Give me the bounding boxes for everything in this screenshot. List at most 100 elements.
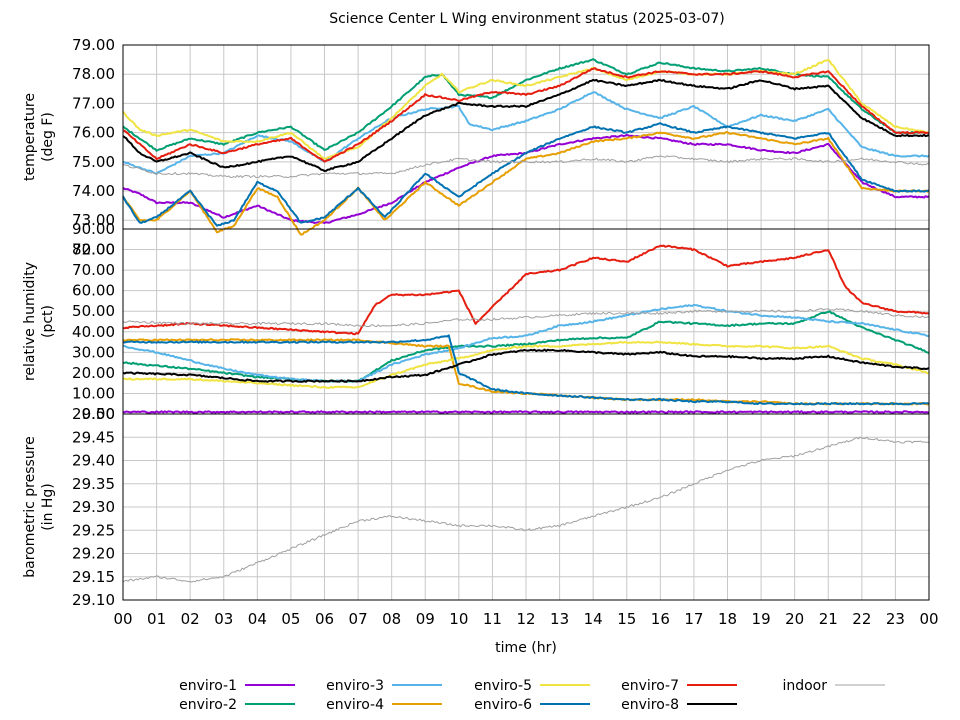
x-tick-label: 18 <box>718 610 737 628</box>
y-tick-label: 29.20 <box>72 545 115 563</box>
x-tick-label: 10 <box>449 610 468 628</box>
legend-item-enviro-7: enviro-7 <box>621 678 737 694</box>
x-tick-label: 12 <box>516 610 535 628</box>
y-tick-label: 72.00 <box>72 240 115 258</box>
series-line-indoor <box>122 308 930 328</box>
x-tick-label: 16 <box>651 610 670 628</box>
y-tick-label: 80.00 <box>72 241 115 259</box>
y-axis-label: relative humidity <box>22 262 38 381</box>
series-line-enviro-7 <box>122 244 930 336</box>
x-tick-label: 02 <box>181 610 200 628</box>
y-tick-label: 29.25 <box>72 521 115 539</box>
x-tick-label: 04 <box>248 610 267 628</box>
x-tick-label: 17 <box>684 610 703 628</box>
y-axis-unit-label: (pct) <box>40 305 56 338</box>
y-tick-label: 29.40 <box>72 452 115 470</box>
panel-pressure: 29.10 29.15 29.20 29.25 29.30 29.35 29.40 29.45… <box>22 405 930 609</box>
y-axis-label: temperature <box>22 93 38 181</box>
legend-label: enviro-7 <box>621 678 679 694</box>
y-tick-label: 77.00 <box>72 94 115 112</box>
y-tick-label: 74.00 <box>72 182 115 200</box>
y-tick-label: 10.00 <box>72 384 115 402</box>
y-axis-unit-label: (deg F) <box>40 112 56 162</box>
legend-label: indoor <box>782 678 827 694</box>
y-tick-label: 75.00 <box>72 153 115 171</box>
legend-label: enviro-4 <box>326 697 384 713</box>
series-line-indoor <box>122 436 930 583</box>
legend-item-enviro-8: enviro-8 <box>621 697 737 713</box>
legend-label: enviro-3 <box>326 678 384 694</box>
legend-item-enviro-3: enviro-3 <box>326 678 442 694</box>
chart-title: Science Center L Wing environment status… <box>329 11 725 27</box>
y-tick-label: 29.35 <box>72 475 115 493</box>
y-tick-label: 70.00 <box>72 261 115 279</box>
series-line-indoor <box>122 155 930 178</box>
legend-label: enviro-6 <box>474 697 532 713</box>
legend-item-enviro-5: enviro-5 <box>474 678 590 694</box>
x-tick-label: 13 <box>550 610 569 628</box>
series-line-enviro-8 <box>122 348 930 383</box>
y-tick-label: 79.00 <box>72 36 115 54</box>
x-tick-label: 03 <box>214 610 233 628</box>
legend-label: enviro-5 <box>474 678 532 694</box>
series-line-enviro-5 <box>122 340 930 389</box>
x-tick-label: 00 <box>919 610 938 628</box>
legend-label: enviro-1 <box>179 678 237 694</box>
x-tick-label: 07 <box>349 610 368 628</box>
y-tick-label: 30.00 <box>72 343 115 361</box>
y-tick-label: 90.00 <box>72 220 115 238</box>
legend-item-enviro-2: enviro-2 <box>179 697 295 713</box>
y-tick-label: 20.00 <box>72 364 115 382</box>
x-tick-label: 23 <box>886 610 905 628</box>
legend-label: enviro-2 <box>179 697 237 713</box>
x-tick-label: 19 <box>752 610 771 628</box>
x-tick-label: 01 <box>147 610 166 628</box>
x-tick-label: 09 <box>416 610 435 628</box>
x-tick-label: 15 <box>617 610 636 628</box>
legend-item-enviro-6: enviro-6 <box>474 697 590 713</box>
x-tick-label: 14 <box>584 610 603 628</box>
x-tick-label: 08 <box>382 610 401 628</box>
panel-border <box>122 413 930 601</box>
series-line-enviro-2 <box>122 310 930 383</box>
chart-panels: 72.00 73.00 74.00 75.00 76.00 77.00 78.00 79.00… <box>22 36 939 628</box>
y-tick-label: 29.30 <box>72 498 115 516</box>
y-axis-label: barometric pressure <box>22 436 38 577</box>
y-tick-label: 40.00 <box>72 323 115 341</box>
x-tick-label: 05 <box>281 610 300 628</box>
series-line-enviro-5 <box>122 58 930 160</box>
legend-item-enviro-1: enviro-1 <box>179 678 295 694</box>
y-tick-label: 29.45 <box>72 428 115 446</box>
y-tick-label: 29.10 <box>72 591 115 609</box>
x-axis-ticks: 00 01 02 03 04 05 06 07 08 09 10 11 12 13 14 15 16 17 18 19… <box>113 610 938 628</box>
y-tick-label: 76.00 <box>72 124 115 142</box>
panel-humidity: 0.00 10.00 20.00 30.00 40.00 50.00 60.00 70.00 8… <box>22 220 930 423</box>
y-axis-unit-label: (in Hg) <box>40 483 56 531</box>
x-tick-label: 20 <box>785 610 804 628</box>
y-tick-label: 73.00 <box>72 211 115 229</box>
series-line-enviro-8 <box>122 78 930 172</box>
series-line-enviro-4 <box>122 131 930 236</box>
x-tick-label: 00 <box>113 610 132 628</box>
y-tick-label: 60.00 <box>72 282 115 300</box>
series-line-enviro-6 <box>122 122 930 227</box>
legend-label: enviro-8 <box>621 697 679 713</box>
x-tick-label: 06 <box>315 610 334 628</box>
y-tick-label: 29.15 <box>72 568 115 586</box>
legend-item-indoor: indoor <box>782 678 885 694</box>
y-tick-label: 50.00 <box>72 302 115 320</box>
y-tick-label: 78.00 <box>72 65 115 83</box>
series-line-enviro-6 <box>122 334 930 406</box>
legend: enviro-1 enviro-2 enviro-3 enviro-4 enviro-5… <box>179 678 885 713</box>
series-line-enviro-7 <box>122 67 930 163</box>
x-axis-label: time (hr) <box>495 640 557 656</box>
series-line-enviro-1 <box>122 410 930 414</box>
series-line-enviro-3 <box>122 91 930 175</box>
legend-item-enviro-4: enviro-4 <box>326 697 442 713</box>
x-tick-label: 22 <box>852 610 871 628</box>
series-line-enviro-3 <box>122 303 930 383</box>
panel-temperature: 72.00 73.00 74.00 75.00 76.00 77.00 78.00 79.00… <box>22 36 930 258</box>
y-tick-label: 0.00 <box>82 405 115 423</box>
y-tick-label: 29.50 <box>72 405 115 423</box>
